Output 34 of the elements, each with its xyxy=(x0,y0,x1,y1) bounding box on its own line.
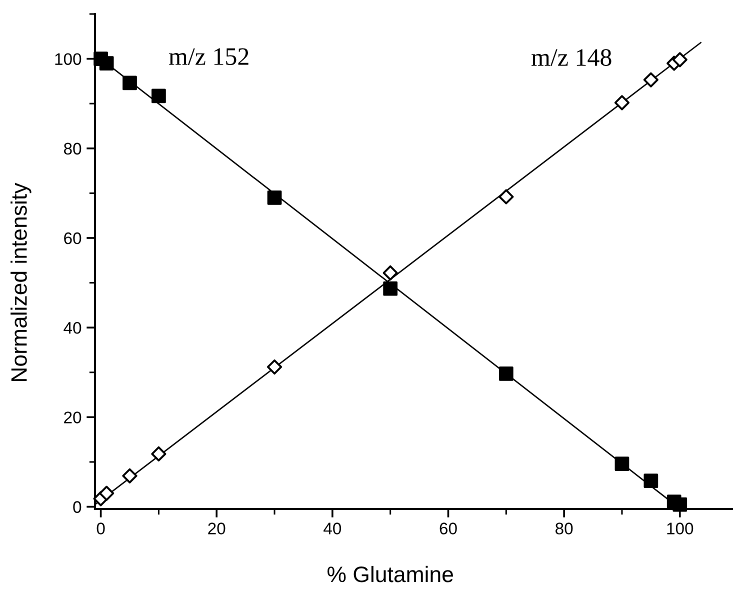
x-tick-label: 60 xyxy=(440,522,457,534)
x-tick-label: 20 xyxy=(208,522,226,534)
point xyxy=(643,72,658,88)
y-axis-title: Normalized intensity xyxy=(10,182,32,381)
point xyxy=(152,88,166,104)
point xyxy=(99,486,114,501)
point xyxy=(122,468,138,484)
point xyxy=(382,265,398,280)
y-tick-label: 80 xyxy=(64,142,82,155)
y-tick-label: 40 xyxy=(64,322,82,334)
x-axis-title: % Glutamine xyxy=(328,566,453,582)
point xyxy=(672,52,688,68)
point xyxy=(672,497,688,512)
x-tick-label: 100 xyxy=(667,522,694,534)
point xyxy=(266,359,282,375)
point xyxy=(122,76,137,90)
point xyxy=(99,56,114,70)
y-tick-label: 0 xyxy=(73,501,82,513)
point xyxy=(267,190,282,205)
x-tick-label: 0 xyxy=(96,522,105,534)
point xyxy=(151,446,166,462)
x-tick-label: 40 xyxy=(324,522,342,534)
series-label: m/z 152 xyxy=(168,48,248,66)
y-tick-label: 60 xyxy=(64,232,82,244)
point xyxy=(644,474,658,488)
y-tick-label: 100 xyxy=(55,53,82,65)
point xyxy=(614,95,630,110)
point xyxy=(383,281,398,296)
series-label: m/z 148 xyxy=(531,49,612,66)
point xyxy=(614,456,630,471)
point xyxy=(498,366,514,381)
y-tick-label: 20 xyxy=(64,412,82,424)
x-tick-label: 80 xyxy=(556,522,573,534)
point xyxy=(498,189,514,204)
